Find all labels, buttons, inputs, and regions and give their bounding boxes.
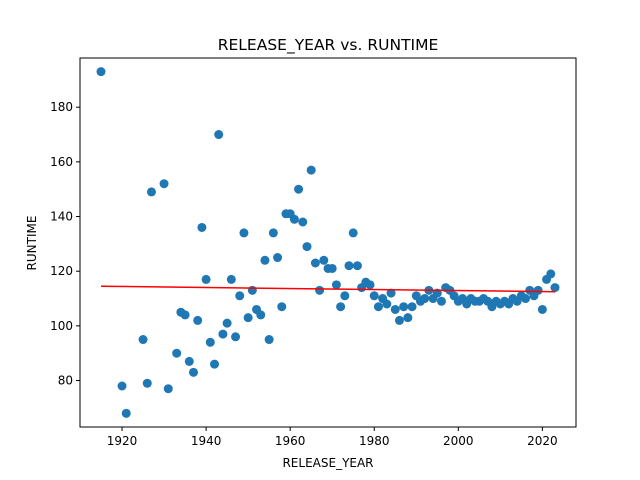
data-point (201, 274, 211, 284)
data-point (277, 302, 287, 312)
y-axis: 80 100 120 140 160 180 (50, 100, 80, 388)
data-point (142, 378, 152, 388)
data-point (298, 217, 308, 227)
data-point (331, 280, 341, 290)
data-point (306, 165, 316, 175)
data-point (373, 302, 383, 312)
data-point (193, 315, 203, 325)
data-point (289, 214, 299, 224)
data-point (436, 296, 446, 306)
x-tick-label: 1920 (107, 434, 138, 448)
data-point (394, 315, 404, 325)
x-axis-label: RELEASE_YEAR (282, 456, 373, 470)
x-axis: 1920 1940 1960 1980 2000 2020 (107, 427, 558, 448)
x-tick-label: 2020 (527, 434, 558, 448)
plot-area (96, 67, 560, 418)
x-tick-label: 1940 (191, 434, 222, 448)
data-point (420, 294, 430, 304)
data-point (344, 261, 354, 271)
x-tick-label: 1980 (359, 434, 390, 448)
data-point (205, 337, 215, 347)
data-point (235, 291, 245, 301)
y-tick-label: 140 (50, 210, 73, 224)
data-point (390, 304, 400, 314)
data-point (188, 367, 198, 377)
data-point (264, 335, 274, 345)
chart-title: RELEASE_YEAR vs. RUNTIME (218, 36, 439, 55)
data-point (260, 255, 270, 265)
data-point (163, 384, 173, 394)
data-point (340, 291, 350, 301)
data-point (369, 291, 379, 301)
data-point (550, 283, 560, 293)
data-point (382, 299, 392, 309)
data-point (121, 408, 131, 418)
y-tick-label: 100 (50, 319, 73, 333)
data-point (256, 310, 266, 320)
data-point (247, 285, 257, 295)
data-point (315, 285, 325, 295)
data-point (222, 318, 232, 328)
data-point (407, 302, 417, 312)
data-point (336, 302, 346, 312)
trend-line (101, 285, 555, 293)
data-point (537, 304, 547, 314)
data-point (521, 294, 531, 304)
plot-frame (79, 57, 577, 428)
data-point (533, 285, 543, 295)
data-point (352, 261, 362, 271)
y-tick-label: 160 (50, 155, 73, 169)
data-point (546, 269, 556, 279)
data-point (327, 263, 337, 273)
data-point (231, 332, 241, 342)
data-point (197, 222, 207, 232)
x-tick-label: 1960 (275, 434, 306, 448)
data-point (294, 184, 304, 194)
data-point (214, 130, 224, 140)
data-point (117, 381, 127, 391)
data-point (180, 310, 190, 320)
data-point (138, 335, 148, 345)
x-tick-label: 2000 (443, 434, 474, 448)
data-point (159, 179, 169, 189)
data-point (268, 228, 278, 238)
data-point (239, 228, 249, 238)
data-point (210, 359, 220, 369)
data-point (172, 348, 182, 358)
data-point (319, 255, 329, 265)
data-point (243, 313, 253, 323)
data-point (184, 356, 194, 366)
data-point (348, 228, 358, 238)
data-point (403, 313, 413, 323)
y-axis-label: RUNTIME (25, 216, 39, 271)
data-point (399, 302, 409, 312)
y-tick-label: 80 (58, 374, 73, 388)
y-tick-label: 180 (50, 100, 73, 114)
data-point (365, 280, 375, 290)
data-point (310, 258, 320, 268)
data-point (96, 67, 106, 77)
data-point (273, 253, 283, 263)
data-point (302, 242, 312, 252)
data-point (226, 274, 236, 284)
data-point (146, 187, 156, 197)
data-point (386, 288, 396, 298)
y-tick-label: 120 (50, 264, 73, 278)
data-point (218, 329, 228, 339)
